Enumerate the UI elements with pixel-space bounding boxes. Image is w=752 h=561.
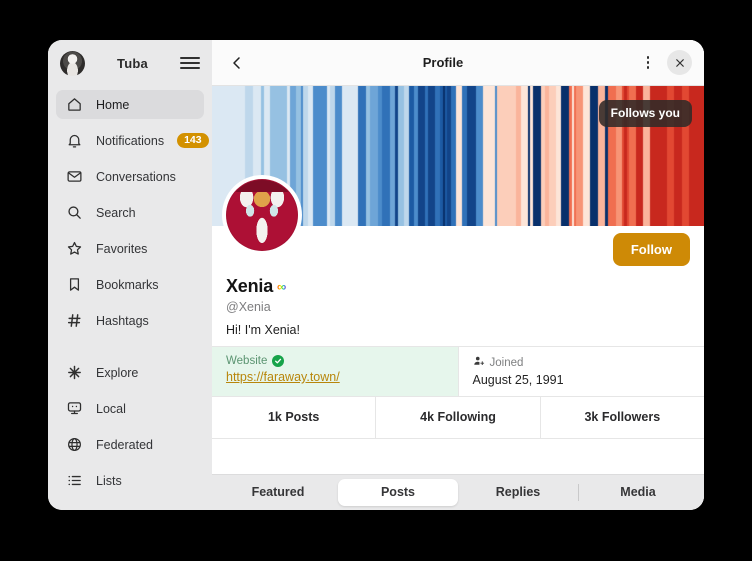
sidebar-item-lists[interactable]: Lists	[56, 466, 204, 495]
follow-row: Follow	[226, 226, 690, 272]
tab-posts[interactable]: Posts	[338, 479, 458, 506]
sidebar-item-label: Search	[96, 205, 136, 220]
verified-check-icon	[272, 355, 285, 367]
profile-tabs: Featured Posts Replies Media	[212, 474, 704, 510]
close-icon[interactable]	[667, 50, 692, 75]
profile-field-joined: Joined August 25, 1991	[457, 347, 705, 396]
sidebar-item-label: Lists	[96, 473, 122, 488]
profile-stats: 1k Posts 4k Following 3k Followers	[212, 397, 704, 439]
more-vertical-icon[interactable]	[636, 51, 660, 75]
stat-following[interactable]: 4k Following	[375, 397, 539, 438]
bookmark-icon	[66, 276, 83, 293]
avatar[interactable]	[222, 175, 302, 255]
sidebar-item-search[interactable]: Search	[56, 198, 204, 227]
infinity-emoji-icon: ∞	[277, 279, 287, 294]
stat-followers[interactable]: 3k Followers	[539, 397, 704, 438]
profile-bio: Hi! I'm Xenia!	[226, 323, 300, 337]
list-icon	[66, 472, 83, 489]
stat-posts[interactable]: 1k Posts	[267, 410, 320, 424]
person-add-icon	[473, 355, 485, 370]
hashtag-icon	[66, 312, 83, 329]
tab-featured[interactable]: Featured	[251, 485, 305, 499]
top-bar: Profile	[212, 40, 704, 86]
sidebar-item-label: Conversations	[96, 169, 176, 184]
tab-replies[interactable]: Replies	[495, 485, 541, 499]
globe-icon	[66, 436, 83, 453]
app-window: Tuba Home Notifications 143	[48, 40, 704, 510]
field-value: https://faraway.town/	[226, 370, 444, 384]
field-header: Joined	[473, 355, 691, 370]
follow-button[interactable]: Follow	[612, 232, 690, 266]
sidebar-item-hashtags[interactable]: Hashtags	[56, 306, 204, 335]
field-value: August 25, 1991	[472, 373, 564, 387]
sidebar-item-notifications[interactable]: Notifications 143	[56, 126, 209, 155]
account-avatar[interactable]	[60, 50, 85, 76]
sidebar-nav: Home Notifications 143 Conversations	[48, 86, 212, 510]
account-handle: @Xenia	[226, 300, 271, 314]
sidebar: Tuba Home Notifications 143	[48, 40, 212, 510]
display-name: Xenia	[226, 276, 274, 296]
sidebar-item-label: Favorites	[96, 241, 148, 256]
hamburger-menu-icon[interactable]	[180, 53, 200, 73]
star-icon	[66, 240, 83, 257]
sidebar-item-bookmarks[interactable]: Bookmarks	[56, 270, 204, 299]
profile-field-website: Website https://faraway.town/	[212, 347, 458, 396]
sidebar-item-home[interactable]: Home	[56, 90, 204, 119]
sidebar-item-favorites[interactable]: Favorites	[56, 234, 204, 263]
sidebar-item-federated[interactable]: Federated	[56, 430, 204, 459]
profile-section: Follow Xenia ∞ @Xenia Hi! I'm Xenia! Web…	[212, 175, 704, 439]
main-panel: Profile Follows you Follow Xenia ∞ @Xeni…	[212, 40, 704, 510]
sparkle-icon	[66, 364, 83, 381]
field-header: Website	[226, 355, 444, 367]
field-label: Joined	[489, 356, 524, 369]
bell-icon	[66, 132, 83, 149]
sidebar-divider	[56, 342, 204, 358]
display-name-row: Xenia ∞	[226, 276, 690, 297]
sidebar-item-label: Hashtags	[96, 313, 149, 328]
monitor-icon	[66, 400, 83, 417]
page-title: Profile	[422, 55, 464, 70]
sidebar-item-label: Home	[96, 97, 130, 112]
sidebar-header: Tuba	[48, 40, 212, 86]
sidebar-item-label: Bookmarks	[96, 277, 159, 292]
tab-media[interactable]: Media	[578, 479, 698, 506]
sidebar-item-label: Notifications	[96, 133, 165, 148]
website-link[interactable]: https://faraway.town/	[226, 370, 340, 384]
sidebar-item-label: Local	[96, 401, 126, 416]
chevron-left-icon[interactable]	[224, 50, 250, 76]
home-icon	[66, 96, 83, 113]
field-label: Website	[226, 355, 268, 367]
notifications-badge: 143	[177, 133, 209, 148]
profile-avatar	[226, 179, 298, 251]
sidebar-item-conversations[interactable]: Conversations	[56, 162, 204, 191]
sidebar-item-local[interactable]: Local	[56, 394, 204, 423]
envelope-icon	[66, 168, 83, 185]
sidebar-item-label: Federated	[96, 437, 153, 452]
follows-you-badge: Follows you	[598, 100, 692, 127]
app-title: Tuba	[117, 55, 148, 71]
profile-fields: Website https://faraway.town/ J	[212, 346, 704, 397]
search-icon	[66, 204, 83, 221]
sidebar-item-label: Explore	[96, 365, 139, 380]
sidebar-item-explore[interactable]: Explore	[56, 358, 204, 387]
